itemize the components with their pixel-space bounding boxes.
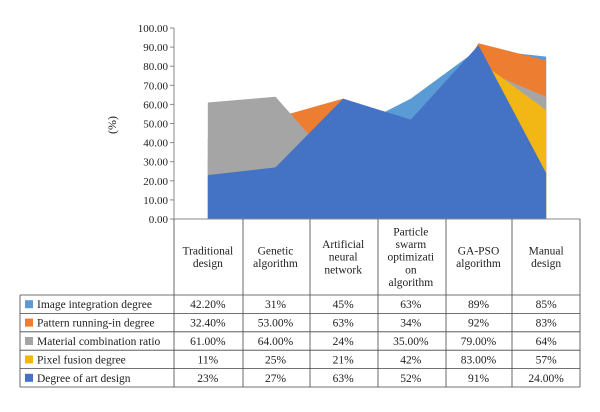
category-label: on bbox=[405, 264, 417, 276]
y-tick-label: 70.00 bbox=[143, 80, 168, 92]
y-tick-label: 100.00 bbox=[138, 23, 169, 35]
area-series-5 bbox=[207, 45, 547, 219]
series-name: Degree of art design bbox=[37, 373, 131, 385]
table-cell: 63% bbox=[333, 373, 355, 385]
table-cell: 24.00% bbox=[528, 373, 564, 385]
category-label: design bbox=[531, 258, 561, 270]
table-cell: 34% bbox=[400, 318, 422, 330]
series-name: Image integration degree bbox=[37, 299, 152, 311]
category-label: design bbox=[193, 258, 223, 270]
table-cell: 64.00% bbox=[258, 336, 294, 348]
category-label: neural bbox=[329, 252, 358, 264]
table-cell: 42% bbox=[400, 354, 422, 366]
legend-swatch bbox=[25, 300, 33, 309]
plot-areas bbox=[207, 43, 547, 220]
table-cell: 64% bbox=[536, 336, 558, 348]
table-cell: 52% bbox=[400, 373, 422, 385]
table-cell: 21% bbox=[333, 354, 355, 366]
axes: 0.00 10.00 20.00 30.00 40.00 50.00 60.00 70.00 8… bbox=[138, 23, 580, 226]
table-cell: 11% bbox=[198, 354, 219, 366]
y-tick-label: 50.00 bbox=[143, 119, 168, 131]
category-label: swarm bbox=[395, 239, 426, 251]
table-cell: 79.00% bbox=[461, 336, 497, 348]
y-tick-label: 10.00 bbox=[143, 195, 168, 207]
series-name: Pattern running-in degree bbox=[37, 318, 155, 330]
table-cell: 24% bbox=[333, 336, 355, 348]
category-label: Artificial bbox=[322, 239, 364, 251]
table-cell: 45% bbox=[333, 299, 355, 311]
table-cell: 42.20% bbox=[190, 299, 226, 311]
table-cell: 83.00% bbox=[461, 354, 497, 366]
table-cell: 23% bbox=[197, 373, 219, 385]
series-name: Pixel fusion degree bbox=[37, 354, 126, 366]
table-cell: 63% bbox=[400, 299, 422, 311]
category-label: Traditional bbox=[182, 245, 233, 257]
y-tick-label: 0.00 bbox=[149, 214, 169, 226]
category-label: algorithm bbox=[456, 258, 501, 270]
table-cell: 53.00% bbox=[258, 318, 294, 330]
category-label: GA-PSO bbox=[458, 245, 500, 257]
legend-swatch bbox=[25, 318, 33, 327]
category-label: Particle bbox=[393, 227, 428, 239]
category-label: algorithm bbox=[253, 258, 298, 270]
table-cell: 25% bbox=[265, 354, 287, 366]
legend-swatch bbox=[25, 337, 33, 345]
table-cell: 27% bbox=[265, 373, 287, 385]
table-cell: 92% bbox=[468, 318, 490, 330]
y-tick-label: 20.00 bbox=[143, 176, 168, 188]
y-tick-label: 30.00 bbox=[143, 157, 168, 169]
series-name: Material combination ratio bbox=[37, 336, 161, 348]
table-cell: 35.00% bbox=[393, 336, 429, 348]
table-cell: 31% bbox=[265, 299, 287, 311]
legend-swatch bbox=[25, 355, 33, 364]
y-tick-label: 60.00 bbox=[143, 99, 168, 111]
category-label: optimizati bbox=[388, 252, 435, 264]
table-cell: 85% bbox=[536, 299, 558, 311]
y-tick-label: 80.00 bbox=[143, 61, 168, 73]
category-label: network bbox=[324, 264, 362, 276]
category-label: Genetic bbox=[258, 245, 294, 257]
table-cell: 57% bbox=[536, 354, 558, 366]
table-cell: 32.40% bbox=[190, 318, 226, 330]
table-cell: 61.00% bbox=[190, 336, 226, 348]
table-cell: 83% bbox=[536, 318, 558, 330]
table-cell: 89% bbox=[468, 299, 490, 311]
category-label: algorithm bbox=[388, 277, 433, 289]
legend-swatch bbox=[25, 373, 33, 382]
y-tick-label: 90.00 bbox=[143, 42, 168, 54]
category-label: Manual bbox=[529, 245, 564, 257]
table-cell: 91% bbox=[468, 373, 490, 385]
data-table: TraditionaldesignGeneticalgorithmArtific… bbox=[19, 219, 581, 388]
table-cell: 63% bbox=[333, 318, 355, 330]
y-axis-label: (%) bbox=[105, 116, 119, 134]
y-tick-label: 40.00 bbox=[143, 138, 168, 150]
